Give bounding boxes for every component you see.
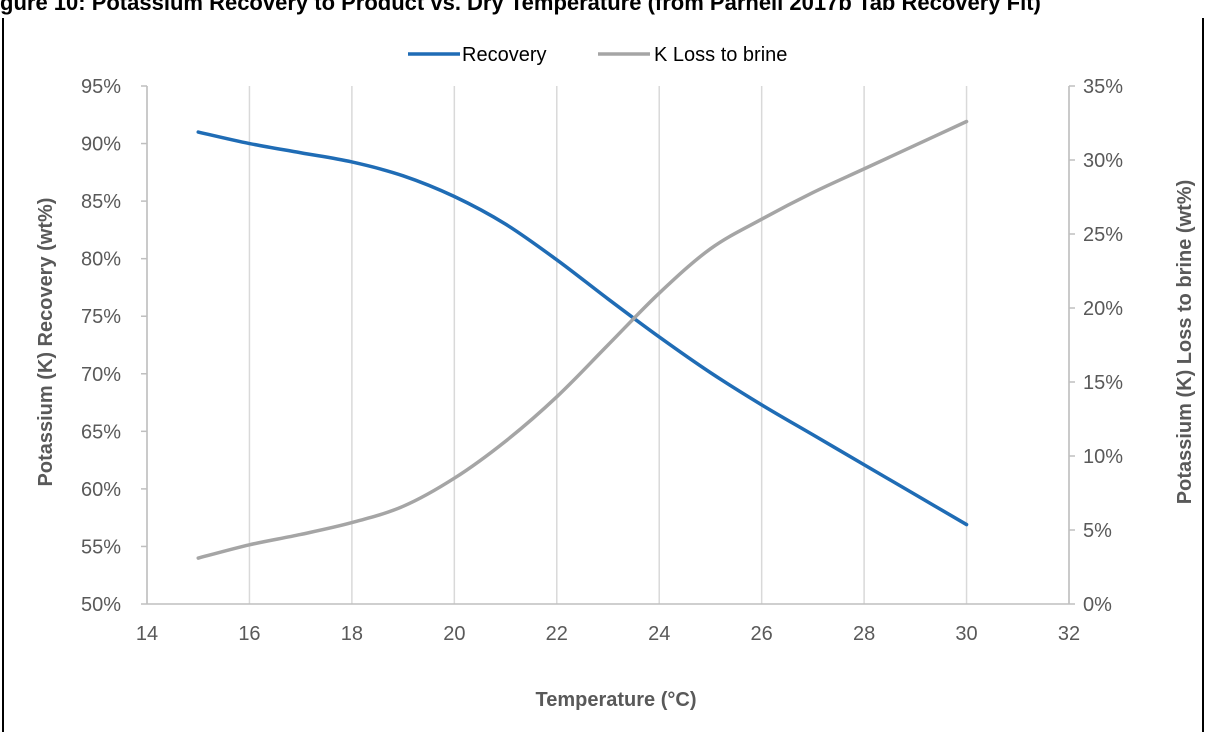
legend-label: Recovery <box>462 44 546 66</box>
x-axis-title: Temperature (°C) <box>536 689 697 711</box>
y-tick-label: 75% <box>81 306 121 328</box>
y2-axis-title: Potassium (K) Loss to brine (wt%) <box>1174 180 1196 504</box>
y-tick-label: 80% <box>81 249 121 271</box>
y-tick-label: 50% <box>81 594 121 616</box>
y-tick-label: 90% <box>81 134 121 156</box>
y-tick-label: 55% <box>81 536 121 558</box>
legend: Recovery K Loss to brine <box>408 44 787 66</box>
y2-tick-label: 20% <box>1083 298 1123 320</box>
y2-tick-label: 35% <box>1083 76 1123 98</box>
y2-tick-label: 30% <box>1083 150 1123 172</box>
y2-tick-label: 15% <box>1083 372 1123 394</box>
x-tick-label: 32 <box>1058 623 1080 645</box>
x-tick-label: 30 <box>955 623 977 645</box>
y2-tick-label: 0% <box>1083 594 1112 616</box>
y-tick-label: 60% <box>81 479 121 501</box>
x-tick-label: 16 <box>238 623 260 645</box>
figure-caption-strip: gure 10: Potassium Recovery to Product v… <box>0 0 1206 18</box>
series-line-k-loss-to-brine <box>196 119 969 560</box>
figure-caption: gure 10: Potassium Recovery to Product v… <box>0 0 1041 15</box>
y-tick-label: 65% <box>81 421 121 443</box>
y2-tick-label: 10% <box>1083 446 1123 468</box>
x-tick-label: 24 <box>648 623 670 645</box>
x-tick-label: 18 <box>341 623 363 645</box>
y2-tick-label: 25% <box>1083 224 1123 246</box>
axes: 14 16 18 20 22 24 26 28 30 32 50% 55% 60% 65% 70% 75% 80… <box>81 76 1123 645</box>
legend-label: K Loss to brine <box>654 44 787 66</box>
series <box>196 119 969 560</box>
y-tick-label: 70% <box>81 364 121 386</box>
y2-tick-label: 5% <box>1083 520 1112 542</box>
x-tick-label: 28 <box>853 623 875 645</box>
x-tick-label: 20 <box>443 623 465 645</box>
y-axis-title: Potassium (K) Recovery (wt%) <box>35 198 57 487</box>
x-tick-label: 14 <box>136 623 158 645</box>
chart-frame <box>2 18 1204 732</box>
y-tick-label: 95% <box>81 76 121 98</box>
series-line-recovery <box>196 130 969 527</box>
x-tick-label: 22 <box>546 623 568 645</box>
y-tick-label: 85% <box>81 191 121 213</box>
x-tick-label: 26 <box>751 623 773 645</box>
